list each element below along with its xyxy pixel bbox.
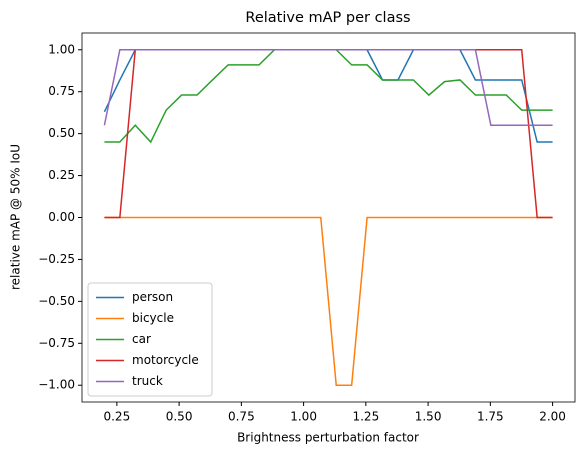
- x-tick-label: 0.50: [166, 410, 193, 424]
- x-tick-label: 1.00: [290, 410, 317, 424]
- x-axis-label: Brightness perturbation factor: [237, 431, 419, 445]
- legend-label: bicycle: [132, 311, 174, 325]
- x-tick-label: 0.25: [103, 410, 130, 424]
- x-tick-label: 1.50: [415, 410, 442, 424]
- x-tick-label: 1.75: [477, 410, 504, 424]
- legend-label: truck: [132, 374, 163, 388]
- y-axis-label: relative mAP @ 50% IoU: [9, 144, 23, 290]
- plot-frame: [81, 32, 576, 403]
- line-series: [104, 49, 553, 219]
- y-tick-label: 0.75: [48, 84, 75, 98]
- y-tick-label: 1.00: [48, 42, 75, 56]
- y-tick-label: −0.75: [38, 336, 75, 350]
- legend-label: motorcycle: [132, 353, 199, 367]
- legend-box: [87, 282, 213, 397]
- line-series: [103, 49, 553, 126]
- y-tick-label: −0.50: [38, 294, 75, 308]
- line-series: [104, 216, 553, 386]
- chart-title: Relative mAP per class: [245, 10, 410, 26]
- legend-label: car: [132, 332, 151, 346]
- y-tick-label: 0.50: [48, 126, 75, 140]
- x-tick-label: 2.00: [539, 410, 566, 424]
- x-tick-label: 0.75: [228, 410, 255, 424]
- y-tick-label: −1.00: [38, 378, 75, 392]
- y-tick-label: 0.00: [48, 210, 75, 224]
- legend-label: person: [132, 290, 173, 304]
- y-tick-label: 0.25: [48, 168, 75, 182]
- y-tick-label: −0.25: [38, 252, 75, 266]
- x-tick-label: 1.25: [352, 410, 379, 424]
